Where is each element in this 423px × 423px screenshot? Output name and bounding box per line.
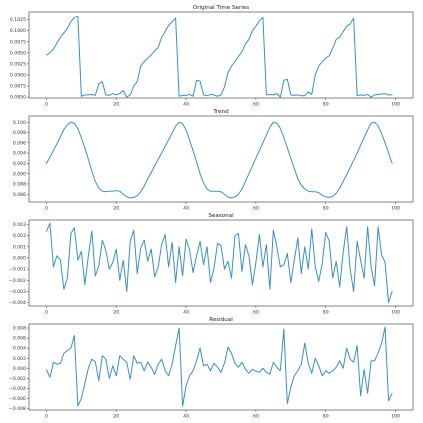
residual-ytick-label: 0.004 [13, 346, 26, 352]
original-ytick-label: 0.0875 [10, 84, 26, 90]
original-ytick-label: 0.0925 [10, 61, 26, 67]
residual-xtick-label: 80 [323, 414, 329, 420]
seasonal-ytick-label: −0.004 [9, 300, 26, 306]
residual-ytick-label: 0.002 [13, 356, 26, 362]
original-xtick-label: 0 [45, 102, 48, 108]
seasonal-xtick-label: 80 [323, 310, 329, 316]
trend-ytick-label: 0.098 [13, 130, 26, 136]
original-ytick-label: 0.0950 [10, 50, 26, 56]
seasonal-ytick-label: 0.003 [13, 222, 26, 228]
original-ytick-label: 0.0850 [10, 95, 26, 101]
original-xtick-label: 40 [183, 102, 189, 108]
trend-xtick-label: 0 [45, 206, 48, 212]
seasonal-ytick-label: −0.003 [9, 289, 26, 295]
trend-xtick-label: 20 [113, 206, 119, 212]
original-ytick-label: 0.0975 [10, 39, 26, 45]
trend-ytick-label: 0.092 [13, 161, 26, 167]
residual-axes-frame [28, 323, 414, 411]
seasonal-ytick-label: 0.002 [13, 233, 26, 239]
trend-series-line [45, 121, 393, 199]
seasonal-xtick-label: 100 [391, 310, 400, 316]
original-ytick-label: 0.1000 [10, 28, 26, 34]
residual-xtick-label: 100 [391, 414, 400, 420]
seasonal-xtick-label: 20 [113, 310, 119, 316]
original-ytick-label: 0.1025 [10, 17, 26, 23]
seasonal-panel: Seasonal 0 20 40 60 80 100 −0.004 −0.003 −0.002 −0… [9, 213, 414, 316]
original-title: Original Time Series [193, 5, 249, 11]
original-panel: Original Time Series 0 20 40 60 80 100 0.0850 0.… [10, 5, 414, 108]
residual-xtick-label: 60 [253, 414, 259, 420]
trend-xtick-label: 40 [183, 206, 189, 212]
original-xtick-label: 100 [391, 102, 400, 108]
seasonal-ytick-label: −0.001 [9, 267, 26, 273]
residual-ytick-label: −0.002 [9, 376, 26, 382]
trend-axes-frame [28, 115, 414, 203]
original-xtick-label: 20 [113, 102, 119, 108]
seasonal-series-line [45, 222, 393, 304]
residual-ytick-label: −0.004 [9, 386, 26, 392]
original-series-line [45, 15, 393, 98]
seasonal-xtick-label: 60 [253, 310, 259, 316]
seasonal-title: Seasonal [208, 213, 234, 219]
original-xtick-label: 80 [323, 102, 329, 108]
original-ytick-label: 0.0900 [10, 73, 26, 79]
trend-ytick-label: 0.096 [13, 140, 26, 146]
seasonal-xtick-label: 0 [45, 310, 48, 316]
trend-ytick-label: 0.086 [13, 192, 26, 198]
residual-ytick-label: 0.006 [13, 336, 26, 342]
seasonal-ytick-label: 0.001 [13, 244, 26, 250]
trend-title: Trend [212, 109, 229, 115]
residual-title: Residual [209, 317, 233, 323]
seasonal-ytick-label: −0.002 [9, 278, 26, 284]
residual-xtick-label: 20 [113, 414, 119, 420]
seasonal-ytick-label: 0.000 [13, 256, 26, 262]
residual-ytick-label: −0.008 [9, 406, 26, 412]
residual-ytick-label: −0.006 [9, 396, 26, 402]
residual-panel: Residual 0 20 40 60 80 100 −0.008 −0.006 −0.004 −0… [9, 317, 414, 420]
seasonal-xtick-label: 40 [183, 310, 189, 316]
residual-ytick-label: 0.008 [13, 326, 26, 332]
residual-xtick-label: 0 [45, 414, 48, 420]
original-xtick-label: 60 [253, 102, 259, 108]
residual-series-line [45, 326, 393, 407]
trend-ytick-label: 0.090 [13, 171, 26, 177]
residual-xtick-label: 40 [183, 414, 189, 420]
residual-ytick-label: 0.000 [13, 366, 26, 372]
original-axes-frame [28, 11, 414, 99]
seasonal-axes-frame [28, 219, 414, 307]
trend-ytick-label: 0.100 [13, 120, 26, 126]
trend-ytick-label: 0.088 [13, 182, 26, 188]
trend-xtick-label: 80 [323, 206, 329, 212]
trend-xtick-label: 60 [253, 206, 259, 212]
trend-ytick-label: 0.094 [13, 151, 26, 157]
trend-xtick-label: 100 [391, 206, 400, 212]
trend-panel: Trend 0 20 40 60 80 100 0.086 0.088 0.090 0.092 0.0… [13, 109, 414, 212]
